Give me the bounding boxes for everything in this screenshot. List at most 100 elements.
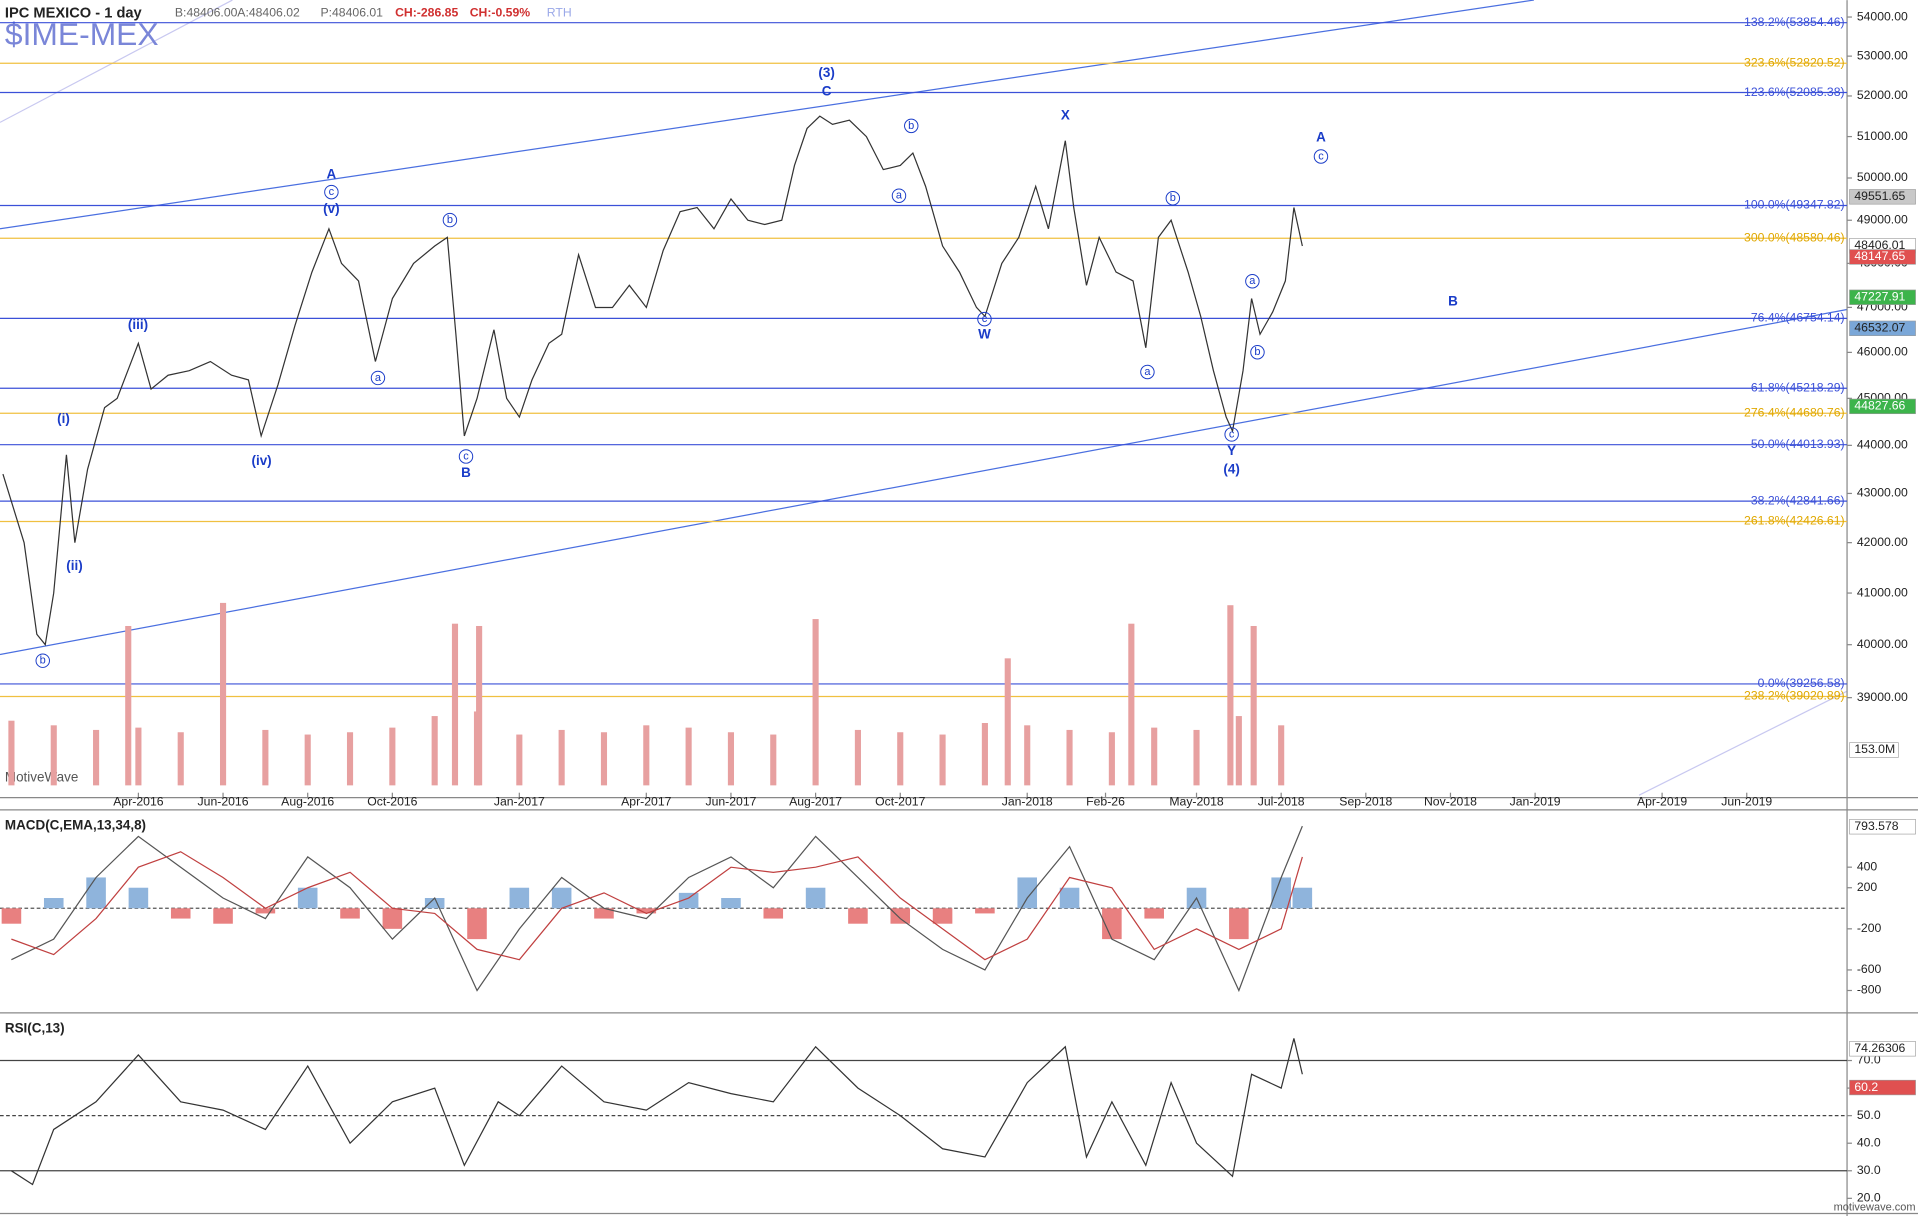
wave-label: b: [447, 214, 453, 226]
y-tick-label: 41000.00: [1857, 585, 1908, 599]
level-label: 300.0%(48580.46): [1744, 230, 1845, 244]
histogram-bar: [1102, 908, 1122, 940]
y-tick-label: 43000.00: [1857, 486, 1908, 500]
volume-bar: [389, 727, 396, 786]
volume-bar: [770, 734, 777, 786]
label-circle: [442, 212, 458, 228]
rsi-title: RSI(C,13): [5, 1020, 65, 1035]
volume-bar: [1108, 732, 1115, 786]
y-tick-label: -200: [1857, 921, 1882, 935]
label-circle: [1250, 345, 1265, 360]
y-tick-label: 20.0: [1857, 1191, 1881, 1205]
x-tick-label: Oct-2017: [875, 795, 925, 809]
volume-bar: [451, 623, 459, 786]
histogram-bar: [128, 887, 149, 909]
histogram-bar: [1144, 908, 1164, 919]
level-label: 61.8%(45218.29): [1751, 380, 1845, 394]
wave-label: C: [822, 83, 832, 98]
histogram-bar: [805, 887, 826, 909]
volume-bar: [219, 602, 227, 786]
histogram-bar: [1, 908, 22, 924]
level-label: 138.2%(53854.46): [1744, 15, 1845, 29]
volume-bar: [1193, 729, 1200, 786]
x-tick-label: Apr-2017: [621, 795, 671, 809]
wave-label: b: [908, 120, 914, 132]
x-tick-label: Aug-2016: [281, 795, 334, 809]
volume-bar: [727, 732, 735, 786]
volume-bar: [600, 732, 608, 786]
wave-label: a: [1144, 366, 1151, 378]
price-tag-label: 49551.65: [1854, 189, 1905, 203]
volume-bar: [1278, 725, 1285, 786]
y-tick-label: 39000.00: [1857, 690, 1908, 704]
histogram-bar: [848, 908, 868, 924]
histogram-bar: [1292, 887, 1313, 909]
histogram-bar: [1017, 877, 1038, 909]
label-circle: [891, 188, 907, 203]
volume-bar: [431, 716, 438, 786]
wave-label: Y: [1227, 443, 1236, 458]
volume-bar: [685, 727, 692, 786]
price-tag: [1849, 819, 1916, 835]
price: P:48406.01: [320, 6, 383, 20]
wave-label: (i): [57, 411, 70, 426]
histogram-bar: [890, 908, 911, 924]
volume-bar: [93, 729, 100, 786]
volume-bar: [1066, 729, 1073, 786]
label-circle: [324, 184, 339, 200]
y-tick-label: 44000.00: [1857, 438, 1908, 452]
price-line: [2, 115, 1303, 647]
trend-line: [1638, 690, 1848, 796]
level-label: 323.6%(52820.52): [1744, 55, 1845, 69]
histogram-bar: [297, 887, 318, 909]
y-tick-label: -800: [1857, 983, 1882, 997]
volume-bar: [262, 729, 269, 786]
wave-label: (ii): [66, 558, 82, 573]
rsi-line: [11, 1038, 1303, 1186]
y-tick-label: 200: [1857, 880, 1878, 894]
level-label: 276.4%(44680.76): [1744, 405, 1845, 419]
wave-label: b: [1170, 192, 1176, 204]
price-tag-label: 793.578: [1854, 819, 1898, 833]
price-tag: [1849, 189, 1916, 205]
histogram-bar: [1229, 908, 1249, 940]
price-tag-label: 60.2: [1854, 1080, 1878, 1094]
histogram-bar: [213, 908, 233, 924]
trend-line: [0, 0, 1535, 230]
price-tag: [1849, 398, 1916, 415]
price-tag-label: 48406.01: [1854, 238, 1905, 252]
watermark: MotiveWave: [5, 770, 78, 785]
volume-bar: [643, 725, 650, 786]
wave-label: c: [463, 450, 469, 462]
level-label: 50.0%(44013.93): [1751, 437, 1845, 451]
y-tick-label: 46000.00: [1857, 345, 1908, 359]
wave-label: (iv): [251, 453, 271, 468]
y-tick-label: -600: [1857, 962, 1882, 976]
histogram-bar: [382, 908, 403, 929]
price-tag-label: 47227.91: [1854, 290, 1905, 304]
level-label: 0.0%(39256.58): [1758, 676, 1845, 690]
wave-label: a: [896, 190, 903, 202]
x-tick-label: Oct-2016: [367, 795, 417, 809]
signal-line: [11, 851, 1303, 961]
level-label: 76.4%(46754.14): [1751, 311, 1845, 325]
price-tag-label: 44827.66: [1854, 399, 1905, 413]
trend-line: [0, 0, 233, 123]
histogram-bar: [43, 898, 64, 909]
level-label: 100.0%(49347.82): [1744, 198, 1845, 212]
x-tick-label: Jan-2018: [1002, 795, 1053, 809]
volume-bar: [346, 732, 354, 786]
label-circle: [1165, 191, 1181, 206]
volume-bar: [8, 720, 15, 786]
volume-bar: [135, 727, 142, 786]
level-label: 261.8%(42426.61): [1744, 514, 1845, 528]
label-circle: [904, 118, 919, 134]
histogram-bar: [975, 908, 995, 914]
volume-bar: [304, 734, 311, 786]
volume-bar: [897, 732, 904, 786]
histogram-bar: [636, 908, 657, 914]
y-tick-label: 40000.00: [1857, 637, 1908, 651]
histogram-bar: [678, 892, 699, 909]
wave-label: b: [40, 655, 46, 667]
